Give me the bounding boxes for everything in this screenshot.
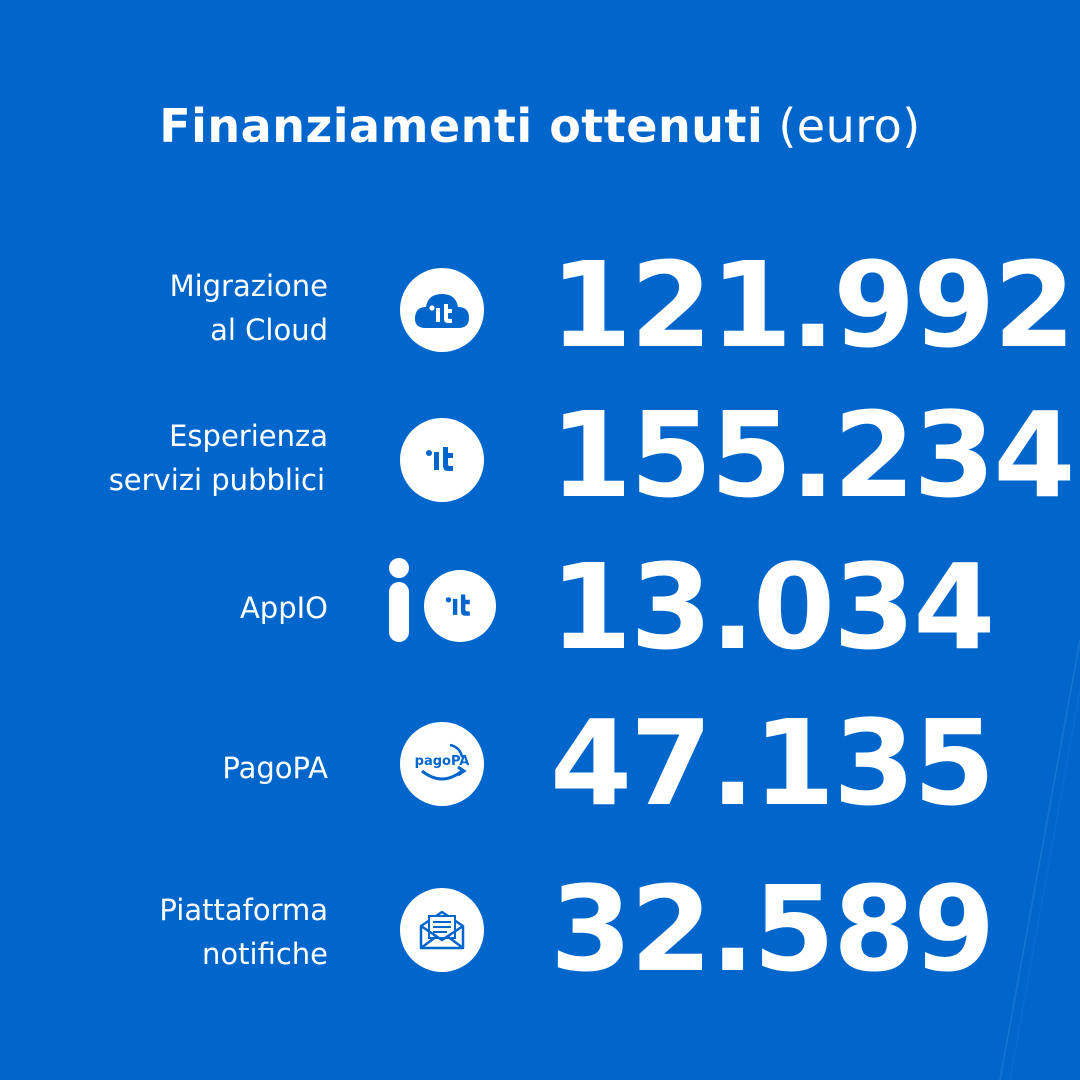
- pagopa-icon: pagoPA: [400, 722, 484, 806]
- pagopa-logo-text: pagoPA: [415, 754, 470, 769]
- it-icon: [424, 570, 496, 642]
- row-label: PagoPA: [222, 751, 328, 785]
- value-amount: 155.234: [550, 386, 1075, 524]
- value-amount: 47.135: [550, 694, 995, 832]
- io-i-dot: [389, 558, 409, 578]
- page-title: Finanziamenti ottenuti (euro): [0, 96, 1080, 156]
- envelope-icon: [400, 888, 484, 972]
- io-i-bar: [389, 582, 409, 642]
- row-label: Esperienza servizi pubblici: [108, 419, 328, 497]
- it-icon: [400, 418, 484, 502]
- value-amount: 121.992: [550, 236, 1075, 374]
- value-amount: 13.034: [550, 538, 995, 676]
- cloud-it-icon: [400, 268, 484, 352]
- title-main: Finanziamenti ottenuti: [159, 99, 764, 153]
- title-unit: (euro): [778, 99, 921, 153]
- row-label: Migrazione al Cloud: [169, 269, 328, 347]
- row-label: AppIO: [239, 591, 328, 625]
- row-label: Piattaforma notifiche: [159, 893, 328, 971]
- value-amount: 32.589: [550, 860, 995, 998]
